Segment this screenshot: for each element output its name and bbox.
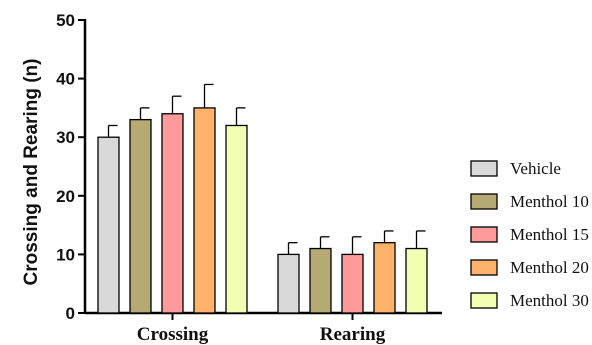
y-tick-label: 20 bbox=[56, 187, 75, 206]
legend-swatch bbox=[470, 292, 498, 309]
bar bbox=[373, 242, 396, 314]
legend-swatch bbox=[470, 259, 498, 276]
y-tick-label: 10 bbox=[56, 245, 75, 264]
legend: Vehicle Menthol 10 Menthol 15 Menthol 20 Men… bbox=[470, 159, 589, 310]
bar bbox=[405, 247, 428, 314]
bar bbox=[225, 124, 248, 314]
legend-label: Menthol 15 bbox=[510, 225, 589, 244]
legend-swatch bbox=[470, 193, 498, 210]
legend-label: Menthol 30 bbox=[510, 291, 589, 310]
x-tick-label: Crossing bbox=[137, 324, 209, 345]
y-tick-label: 0 bbox=[66, 304, 75, 323]
bar bbox=[97, 136, 120, 314]
axes: 0 10 20 30 40 50 Crossing Rearing bbox=[56, 11, 442, 345]
y-tick-label: 30 bbox=[56, 128, 75, 147]
legend-label: Menthol 10 bbox=[510, 192, 589, 211]
bar bbox=[161, 113, 184, 314]
y-axis-label: Crossing and Rearing (n) bbox=[21, 59, 42, 286]
bar bbox=[277, 253, 300, 314]
bar bbox=[129, 118, 152, 314]
bar bbox=[309, 247, 332, 314]
y-tick-label: 50 bbox=[56, 11, 75, 30]
bar bbox=[341, 253, 364, 314]
legend-swatch bbox=[470, 160, 498, 177]
legend-label: Vehicle bbox=[510, 159, 561, 178]
bars bbox=[97, 83, 428, 314]
bar bbox=[193, 107, 216, 314]
x-tick-label: Rearing bbox=[320, 324, 386, 345]
y-tick-label: 40 bbox=[56, 70, 75, 89]
legend-label: Menthol 20 bbox=[510, 258, 589, 277]
legend-swatch bbox=[470, 226, 498, 243]
